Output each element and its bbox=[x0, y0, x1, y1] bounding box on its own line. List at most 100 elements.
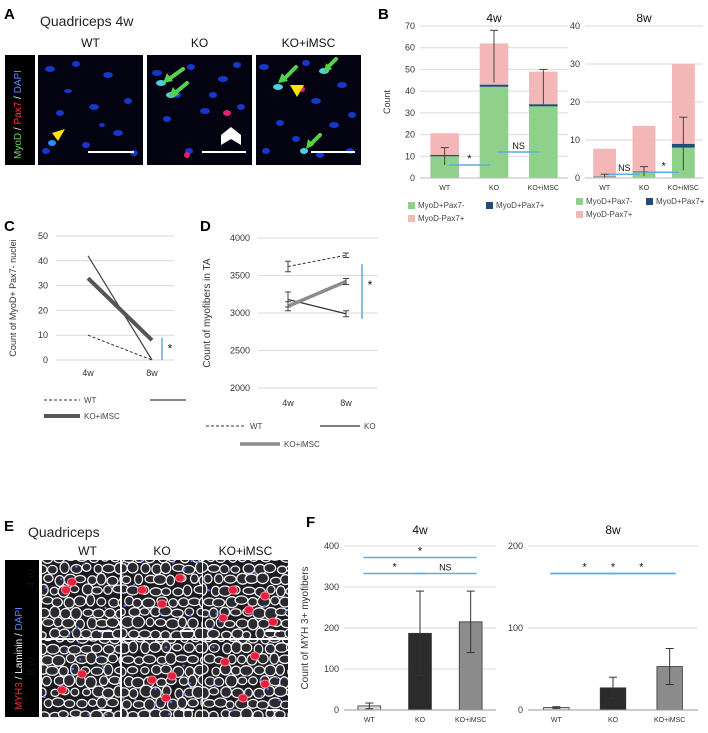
myofiber bbox=[58, 665, 69, 677]
myofiber bbox=[95, 655, 109, 665]
myofiber bbox=[139, 641, 151, 655]
y-tick-label: 300 bbox=[324, 582, 339, 592]
myofiber bbox=[122, 655, 135, 665]
myofiber bbox=[69, 663, 80, 676]
myofiber bbox=[223, 619, 236, 629]
myofiber bbox=[42, 631, 47, 638]
myofiber bbox=[213, 697, 228, 708]
myofiber bbox=[62, 673, 76, 688]
pax7-label: Pax7 bbox=[13, 101, 24, 125]
myofiber bbox=[264, 664, 277, 677]
myofiber bbox=[122, 640, 124, 643]
myofiber bbox=[274, 642, 288, 653]
myofiber bbox=[105, 616, 120, 629]
myofiber bbox=[111, 628, 120, 638]
dapi-nucleus bbox=[278, 698, 281, 702]
micrograph-a-ko bbox=[147, 55, 252, 165]
myofiber bbox=[256, 700, 269, 710]
scale-bar bbox=[88, 151, 134, 153]
myofiber bbox=[220, 630, 232, 638]
legend-swatch bbox=[576, 198, 583, 205]
myofiber bbox=[102, 644, 116, 655]
myofiber bbox=[149, 587, 163, 597]
dapi-nucleus bbox=[154, 687, 157, 691]
scale-bar bbox=[266, 630, 280, 632]
myofiber bbox=[204, 618, 215, 630]
myofiber bbox=[182, 584, 193, 597]
myofiber bbox=[212, 597, 226, 608]
myofiber bbox=[215, 560, 226, 564]
myofiber bbox=[108, 675, 120, 686]
myofiber bbox=[112, 584, 120, 594]
micrograph-e-0-1 bbox=[122, 560, 202, 638]
myofiber bbox=[203, 561, 209, 573]
myofiber bbox=[49, 627, 61, 638]
myofiber bbox=[220, 685, 233, 699]
panel-letter-f: F bbox=[306, 514, 316, 531]
myofiber bbox=[266, 584, 276, 595]
dapi-nucleus bbox=[212, 625, 215, 628]
x-tick-label: KO bbox=[489, 185, 500, 192]
myofiber bbox=[260, 640, 271, 645]
myofiber bbox=[67, 644, 82, 655]
myofiber bbox=[122, 687, 130, 698]
myh3-label: MYH3 bbox=[14, 682, 25, 710]
myofiber bbox=[165, 618, 180, 630]
myofiber bbox=[149, 686, 162, 700]
significance-label: * bbox=[418, 545, 423, 557]
micrograph-a-wt-image bbox=[38, 55, 143, 165]
legend-swatch bbox=[576, 211, 583, 218]
myofiber bbox=[177, 597, 190, 608]
scale-bar bbox=[311, 151, 355, 153]
separator-label-2: / bbox=[13, 93, 24, 102]
myofiber bbox=[284, 628, 288, 638]
myofiber bbox=[89, 709, 104, 717]
myofiber bbox=[252, 687, 266, 700]
panel-a-col-wt: WT bbox=[81, 36, 100, 50]
myofiber bbox=[213, 573, 224, 585]
panel-a-side-label: MyoD / Pax7 / DAPI bbox=[13, 70, 24, 159]
myh3-positive-fiber bbox=[228, 585, 238, 595]
dapi-nucleus bbox=[159, 612, 162, 615]
y-tick-label: 4000 bbox=[230, 233, 250, 243]
micrograph-e-image bbox=[42, 640, 120, 717]
myofiber bbox=[235, 618, 249, 629]
myofiber bbox=[207, 563, 221, 573]
myofiber bbox=[280, 560, 288, 563]
myofiber bbox=[177, 616, 188, 629]
myofiber bbox=[128, 606, 142, 618]
bar-myod-pax7- bbox=[430, 156, 459, 178]
scale-bar bbox=[266, 709, 280, 711]
dapi-nucleus bbox=[133, 583, 136, 586]
significance-label: * bbox=[368, 278, 373, 292]
myofiber bbox=[285, 643, 288, 652]
y-axis-label: Count of MYH 3+ myofibers bbox=[300, 566, 311, 689]
myofiber bbox=[98, 675, 109, 687]
micrograph-a-ko-imsc-image bbox=[256, 55, 361, 165]
myofiber bbox=[273, 685, 288, 698]
myofiber bbox=[164, 651, 177, 666]
series-line-wt bbox=[287, 254, 347, 267]
x-tick-label: 8w bbox=[340, 398, 352, 408]
myofiber bbox=[208, 686, 220, 696]
legend-swatch bbox=[408, 202, 415, 209]
myofiber bbox=[106, 697, 120, 708]
myofiber bbox=[237, 676, 248, 686]
x-tick-label: KO bbox=[608, 717, 619, 724]
y-tick-label: 70 bbox=[405, 21, 415, 31]
myofiber bbox=[230, 640, 243, 654]
myofiber bbox=[101, 560, 109, 562]
dapi-nucleus bbox=[60, 577, 63, 581]
dapi-nucleus bbox=[245, 674, 249, 677]
chart-b-legends: MyoD+Pax7- MyoD+Pax7+ MyoD-Pax7+ MyoD+Pax7-… bbox=[408, 197, 705, 223]
dapi-nucleus bbox=[188, 682, 192, 685]
myofiber bbox=[176, 696, 188, 710]
myofiber bbox=[63, 699, 76, 709]
dapi-nucleus bbox=[79, 658, 82, 661]
myofiber bbox=[203, 573, 213, 585]
myofiber bbox=[126, 665, 139, 675]
legend-entry: KO bbox=[364, 422, 376, 431]
myofiber bbox=[46, 564, 58, 575]
myofiber bbox=[118, 620, 120, 627]
myofiber bbox=[165, 574, 176, 587]
